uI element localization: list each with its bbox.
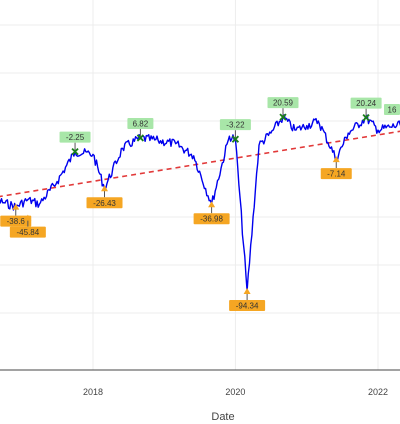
annotation-label: -38.6 bbox=[7, 217, 26, 226]
annotation-peak: -2.25 bbox=[59, 131, 91, 156]
trough-marker bbox=[24, 214, 32, 221]
annotation-box bbox=[0, 215, 32, 227]
annotation-peak: 20.24 bbox=[350, 97, 382, 122]
annotation-trough: -26.43 bbox=[86, 185, 123, 209]
annotation-label: 20.59 bbox=[273, 99, 294, 108]
annotation-trough: -36.98 bbox=[193, 201, 230, 225]
annotation-box bbox=[384, 104, 400, 116]
annotation-peak: -3.22 bbox=[219, 119, 251, 143]
x-axis-title: Date bbox=[211, 411, 234, 423]
trough-marker bbox=[12, 203, 20, 210]
annotation-box bbox=[350, 97, 382, 109]
annotation-box bbox=[59, 131, 91, 143]
trough-marker bbox=[243, 288, 251, 295]
annotation-label: -36.98 bbox=[200, 215, 223, 224]
annotation-box bbox=[219, 119, 251, 131]
annotation-box bbox=[267, 97, 299, 109]
trough-marker bbox=[101, 185, 109, 192]
annotation-peak: 20.59 bbox=[267, 97, 299, 121]
peak-marker bbox=[136, 134, 145, 142]
annotation-box bbox=[86, 197, 123, 209]
annotation-box bbox=[320, 168, 352, 180]
annotation-trough: -94.34 bbox=[229, 288, 266, 312]
peak-marker bbox=[362, 114, 370, 122]
annotation-label: -26.43 bbox=[93, 199, 116, 208]
peak-marker bbox=[71, 148, 79, 156]
trough-marker bbox=[332, 156, 340, 163]
annotation-label: -3.22 bbox=[226, 121, 245, 130]
trend-line-layer bbox=[0, 130, 400, 198]
annotation-box bbox=[229, 300, 266, 312]
annotation-label: -45.84 bbox=[17, 228, 40, 237]
grid bbox=[0, 0, 400, 370]
annotation-box bbox=[9, 226, 46, 238]
annotation-label: 6.82 bbox=[133, 119, 149, 128]
x-tick-labels: 2018 2020 2022 bbox=[83, 387, 388, 397]
annotation-label: -2.25 bbox=[66, 133, 85, 142]
trend-line bbox=[0, 130, 400, 198]
x-tick-label: 2020 bbox=[225, 387, 245, 397]
annotation-peak: 6.82 bbox=[127, 117, 154, 142]
annotation-box bbox=[127, 117, 154, 129]
x-tick-label: 2018 bbox=[83, 387, 103, 397]
peak-marker bbox=[231, 135, 240, 143]
annotation-label: -7.14 bbox=[327, 170, 346, 179]
annotation-trough: -38.6 bbox=[0, 203, 32, 227]
annotation-box bbox=[193, 213, 230, 225]
x-tick-label: 2022 bbox=[368, 387, 388, 397]
annotation-trough: -7.14 bbox=[320, 156, 352, 180]
annotation-label: -94.34 bbox=[236, 302, 259, 311]
trough-marker bbox=[208, 201, 216, 208]
annotation-peak: 16 bbox=[384, 104, 400, 116]
annotation-label: 20.24 bbox=[356, 99, 377, 108]
annotations: -38.6 -45.84 -2.25 -26.43 6.82 -36.98 -3.22 -94… bbox=[0, 97, 400, 312]
peak-marker bbox=[279, 113, 287, 121]
annotation-trough: -45.84 bbox=[9, 214, 46, 238]
annotation-label: 16 bbox=[388, 106, 397, 115]
